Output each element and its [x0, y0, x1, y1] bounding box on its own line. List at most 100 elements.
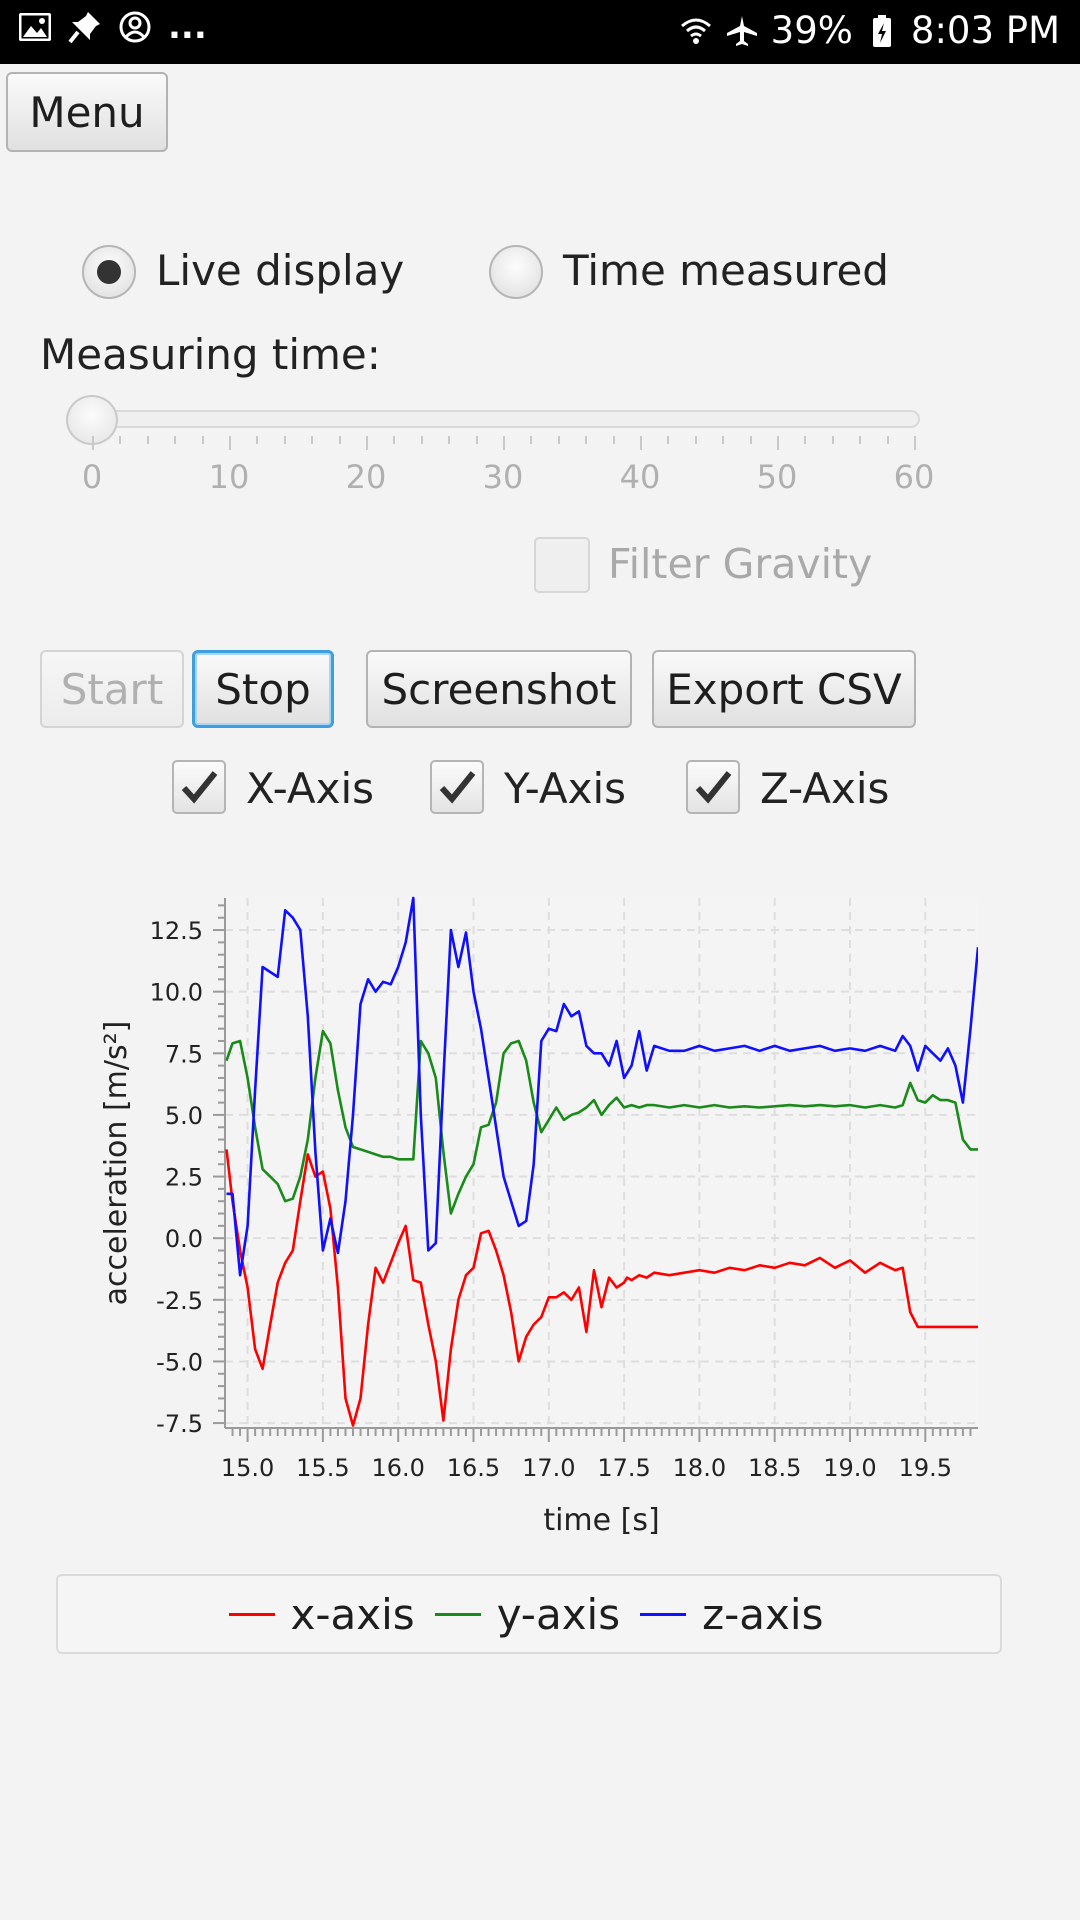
y-tick-label: 2.5 [165, 1164, 203, 1192]
x-tick-label: 16.5 [447, 1454, 500, 1482]
acceleration-chart: 12.5 10.0 7.5 5.0 2.5 0.0 -2.5 -5.0 -7.5 15.0 15.5… [99, 896, 978, 1538]
x-tick-label: 15.5 [296, 1454, 349, 1482]
y-axis-checkbox[interactable] [430, 760, 484, 814]
slider-minor-tick [174, 436, 177, 444]
slider-minor-tick [475, 436, 478, 444]
measuring-time-label: Measuring time: [40, 330, 381, 379]
clock: 8:03 PM [910, 9, 1060, 52]
x-axis-label[interactable]: X-Axis [246, 764, 375, 813]
legend-swatch-z [640, 1612, 687, 1616]
y-tick-label: 5.0 [165, 1102, 203, 1130]
slider-major-tick [777, 436, 779, 450]
x-tick-label: 17.0 [522, 1454, 575, 1482]
slider-minor-tick [749, 436, 752, 444]
x-tick-label: 16.0 [371, 1454, 424, 1482]
checkmark-icon [439, 771, 476, 804]
slider-minor-tick [722, 436, 725, 444]
slider-minor-tick [886, 436, 889, 444]
legend-item-y: y-axis [434, 1589, 621, 1639]
slider-tick-label: 60 [893, 458, 935, 496]
start-button[interactable]: Start [40, 650, 184, 728]
y-tick-label: 12.5 [150, 917, 203, 945]
slider-minor-tick [119, 436, 122, 444]
x-tick-label: 19.5 [899, 1454, 952, 1482]
battery-percent: 39% [770, 9, 853, 52]
live-display-radio[interactable] [82, 245, 136, 299]
gallery-icon [18, 10, 52, 44]
slider-minor-tick [338, 436, 341, 444]
slider-minor-tick [530, 436, 533, 444]
menu-button[interactable]: Menu [6, 72, 168, 152]
slider-tick-label: 30 [482, 458, 524, 496]
slider-minor-tick [283, 436, 286, 444]
legend-label-y: y-axis [496, 1589, 621, 1639]
screenshot-button[interactable]: Screenshot [366, 650, 632, 728]
x-axis-checkbox[interactable] [172, 760, 226, 814]
slider-tick-label: 10 [208, 458, 250, 496]
legend-item-z: z-axis [640, 1590, 823, 1639]
slider-major-tick [366, 436, 368, 450]
overflow-indicator: ... [168, 7, 207, 47]
series-line-z-axis [226, 896, 978, 1277]
z-axis-checkbox[interactable] [686, 760, 740, 814]
slider-tick-label: 20 [345, 458, 387, 496]
y-tick-label: -2.5 [156, 1287, 203, 1315]
slider-minor-tick [667, 436, 670, 444]
airplane-icon [725, 14, 759, 48]
legend-swatch-x [228, 1612, 275, 1616]
series-line-y-axis [225, 1029, 978, 1215]
status-bar: ... 39% 8:03 PM [0, 0, 1080, 64]
filter-gravity-checkbox[interactable] [534, 537, 590, 593]
slider-major-tick [229, 436, 231, 450]
slider-tick-label: 50 [756, 458, 798, 496]
slider-minor-tick [146, 436, 149, 444]
x-axis-title: time [s] [543, 1503, 659, 1538]
slider-minor-tick [585, 436, 588, 444]
y-tick-label: -7.5 [156, 1410, 203, 1438]
y-tick-label: 7.5 [165, 1040, 203, 1068]
slider-tick-label: 0 [81, 458, 103, 496]
stop-button[interactable]: Stop [192, 650, 334, 728]
account-icon [118, 10, 152, 44]
slider-minor-tick [612, 436, 615, 444]
slider-tick-label: 40 [619, 458, 661, 496]
x-tick-label: 17.5 [597, 1454, 650, 1482]
measuring-time-slider[interactable] [72, 410, 920, 428]
x-tick-label: 18.0 [673, 1454, 726, 1482]
legend-label-x: x-axis [290, 1589, 415, 1639]
live-display-label[interactable]: Live display [156, 246, 405, 295]
y-tick-label: 10.0 [150, 979, 203, 1007]
time-measured-radio[interactable] [489, 245, 543, 299]
x-tick-label: 18.5 [748, 1454, 801, 1482]
radio-selected-dot [97, 260, 121, 284]
plot-area [225, 898, 978, 1428]
slider-major-tick [503, 436, 505, 450]
slider-minor-tick [694, 436, 697, 444]
chart-legend: x-axis y-axis z-axis [56, 1574, 1002, 1654]
slider-minor-tick [311, 436, 314, 444]
slider-minor-tick [393, 436, 396, 444]
time-measured-label[interactable]: Time measured [563, 246, 889, 295]
y-tick-label: 0.0 [165, 1225, 203, 1253]
legend-swatch-y [434, 1612, 481, 1616]
slider-major-tick [914, 436, 916, 450]
y-axis-label[interactable]: Y-Axis [504, 764, 627, 813]
pin-icon [68, 10, 102, 44]
checkmark-icon [695, 771, 732, 804]
legend-label-z: z-axis [702, 1589, 824, 1639]
slider-minor-tick [201, 436, 204, 444]
export-csv-button[interactable]: Export CSV [652, 650, 916, 728]
legend-item-x: x-axis [228, 1589, 415, 1639]
slider-minor-tick [256, 436, 259, 444]
y-tick-label: -5.0 [156, 1348, 203, 1376]
slider-major-tick [640, 436, 642, 450]
checkmark-icon [181, 771, 218, 804]
slider-minor-tick [448, 436, 451, 444]
slider-minor-tick [557, 436, 560, 444]
z-axis-label[interactable]: Z-Axis [760, 764, 890, 813]
filter-gravity-label: Filter Gravity [608, 540, 873, 588]
wifi-icon [679, 14, 713, 48]
y-axis-title: acceleration [m/s²] [99, 1021, 134, 1306]
slider-major-tick [92, 436, 94, 450]
slider-minor-tick [804, 436, 807, 444]
